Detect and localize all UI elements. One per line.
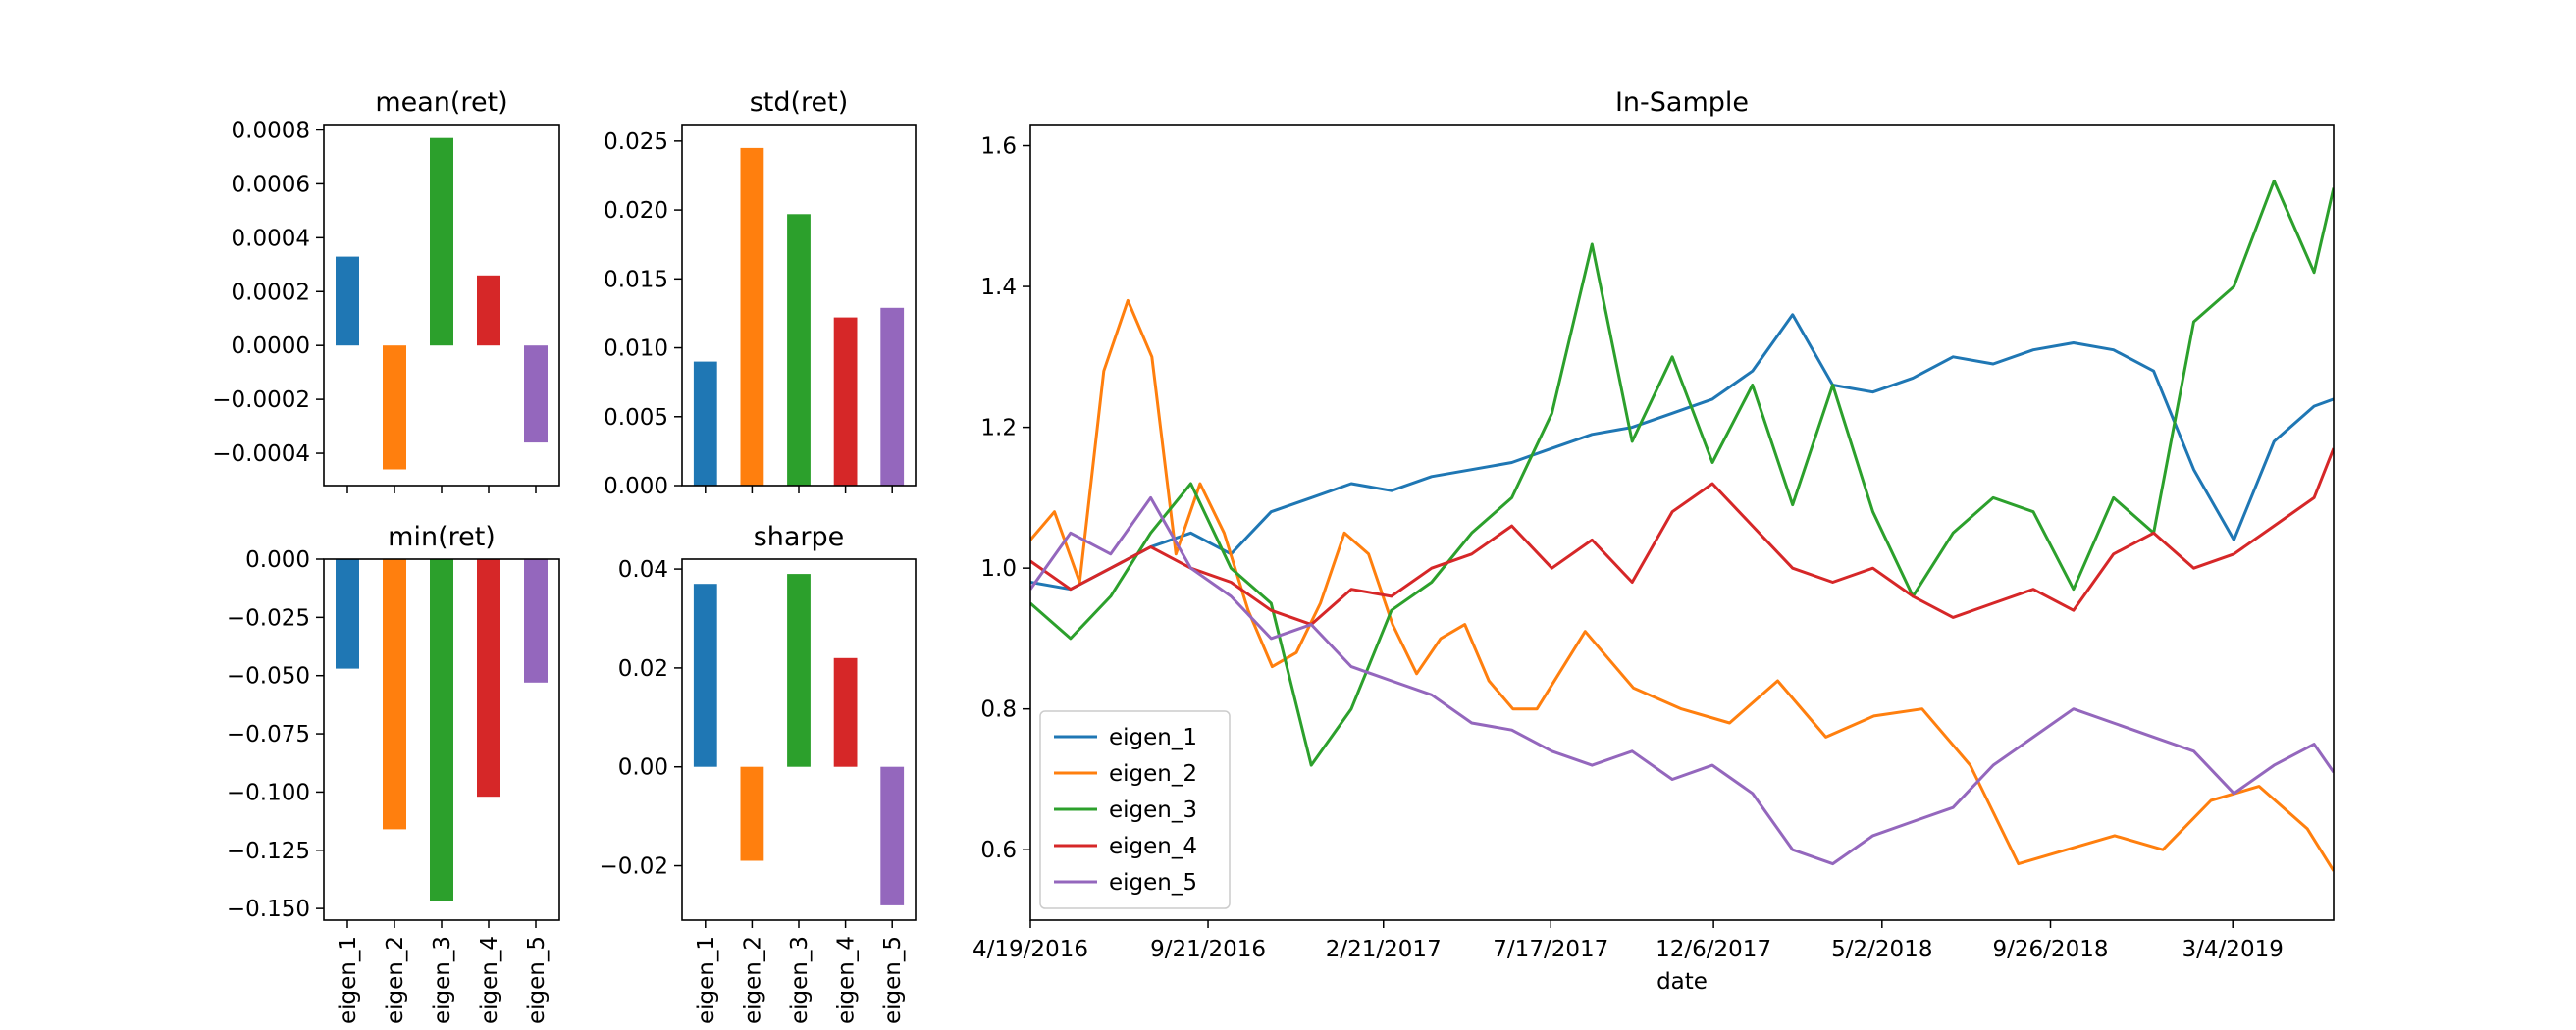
series-line-eigen_2 (1030, 298, 2334, 872)
bar-eigen_4 (833, 657, 858, 767)
y-tick-label: 0.015 (604, 267, 668, 292)
bar-eigen_3 (787, 214, 811, 487)
x-tick-label: 4/19/2016 (973, 937, 1088, 962)
bar-eigen_4 (477, 559, 500, 798)
mean-ret-bar-chart: −0.0004 −0.0002 0.0000 0.0002 0.0004 0.0006 0.… (212, 87, 560, 493)
legend: eigen_1 eigen_2 eigen_3 eigen_4 eigen_5 (1039, 710, 1231, 909)
legend-box (1039, 710, 1231, 909)
y-tick-label: 0.04 (618, 557, 668, 583)
bar-eigen_5 (524, 345, 548, 443)
chart-title: min(ret) (388, 522, 496, 552)
y-tick-label: 0.005 (604, 405, 668, 431)
legend-label: eigen_5 (1109, 870, 1197, 896)
x-tick-label: eigen_5 (880, 936, 906, 1024)
chart-title: sharpe (754, 522, 845, 552)
plot-frame (1029, 124, 2335, 921)
bar-eigen_1 (693, 584, 717, 767)
in-sample-line-chart: 0.6 0.8 1.0 1.2 1.4 1.6 4/19/2016 9/21/2016 2/21… (973, 87, 2335, 995)
y-tick-label: 0.025 (604, 129, 668, 155)
min-ret-bar-chart: −0.150 −0.125 −0.100 −0.075 −0.050 −0.025 0.00… (227, 522, 560, 1024)
y-tick-label: −0.0002 (212, 387, 310, 413)
x-tick-label: eigen_3 (787, 936, 813, 1024)
x-tick-label: 2/21/2017 (1326, 937, 1442, 962)
bar-eigen_2 (383, 345, 406, 470)
bar-eigen_1 (336, 256, 359, 346)
bar-eigen_2 (740, 147, 764, 486)
y-tick-label: 0.0004 (232, 226, 310, 251)
x-tick-label: 9/26/2018 (1993, 937, 2109, 962)
bar-eigen_3 (787, 574, 811, 767)
legend-label: eigen_3 (1109, 798, 1197, 823)
sharpe-bar-chart: −0.02 0.00 0.02 0.04 eigen_1 eigen_2 eigen_3 ei… (600, 522, 917, 1024)
y-tick-label: 0.00 (618, 755, 668, 781)
legend-label: eigen_1 (1109, 725, 1197, 750)
bar-eigen_4 (833, 317, 858, 486)
y-tick-label: 0.0002 (232, 280, 310, 305)
x-tick-label: eigen_1 (694, 936, 719, 1024)
y-tick-label: −0.02 (600, 854, 668, 880)
x-tick-label: eigen_4 (477, 936, 502, 1024)
y-tick-label: 1.2 (980, 416, 1017, 441)
x-axis-label: date (1656, 969, 1708, 995)
series-line-eigen_4 (1030, 447, 2334, 627)
y-tick-label: −0.150 (227, 897, 310, 922)
x-tick-label: eigen_5 (524, 936, 550, 1024)
series-line-eigen_5 (1030, 495, 2334, 866)
series-line-eigen_1 (1030, 313, 2334, 592)
y-tick-label: 0.8 (980, 697, 1017, 723)
bar-eigen_4 (477, 275, 500, 346)
y-tick-label: −0.075 (227, 722, 310, 747)
bar-eigen_3 (430, 559, 453, 901)
y-tick-label: 1.4 (980, 275, 1017, 300)
x-tick-label: eigen_1 (336, 936, 361, 1024)
y-tick-label: 0.0006 (232, 172, 310, 197)
bar-eigen_3 (430, 137, 453, 346)
x-tick-label: 3/4/2019 (2182, 937, 2284, 962)
x-tick-label: eigen_2 (740, 936, 765, 1024)
legend-label: eigen_4 (1109, 834, 1197, 859)
x-tick-label: 12/6/2017 (1656, 937, 1771, 962)
std-ret-bar-chart: 0.000 0.005 0.010 0.015 0.020 0.025 std(ret) (604, 87, 917, 499)
y-tick-label: 0.6 (980, 838, 1017, 863)
x-tick-label: 9/21/2016 (1150, 937, 1266, 962)
y-tick-label: 0.010 (604, 336, 668, 362)
bar-eigen_1 (693, 361, 717, 486)
y-tick-label: 1.6 (980, 134, 1017, 160)
y-tick-label: 0.000 (245, 547, 310, 573)
y-tick-label: −0.100 (227, 780, 310, 805)
legend-label: eigen_2 (1109, 761, 1197, 787)
y-tick-label: 0.0008 (232, 118, 310, 143)
y-tick-label: −0.0004 (212, 441, 310, 467)
y-tick-label: 0.000 (604, 474, 668, 499)
x-tick-label: 5/2/2018 (1831, 937, 1932, 962)
y-tick-label: −0.125 (227, 839, 310, 864)
y-tick-label: −0.050 (227, 664, 310, 690)
bar-eigen_2 (383, 559, 406, 830)
y-tick-label: −0.025 (227, 605, 310, 631)
bar-eigen_2 (740, 766, 764, 861)
bar-eigen_1 (336, 559, 359, 669)
chart-title: In-Sample (1615, 87, 1749, 118)
y-tick-label: 0.02 (618, 656, 668, 682)
y-tick-label: 0.0000 (232, 334, 310, 359)
y-tick-label: 1.0 (980, 556, 1017, 582)
bar-eigen_5 (524, 559, 548, 683)
x-tick-label: eigen_4 (834, 936, 860, 1024)
x-tick-label: eigen_2 (383, 936, 408, 1024)
chart-title: std(ret) (750, 87, 849, 118)
chart-title: mean(ret) (375, 87, 507, 118)
x-tick-label: 7/17/2017 (1493, 937, 1608, 962)
series-line-eigen_3 (1030, 179, 2334, 767)
bar-eigen_5 (880, 766, 905, 905)
bar-eigen_5 (880, 307, 905, 486)
y-tick-label: 0.020 (604, 198, 668, 224)
x-tick-label: eigen_3 (430, 936, 455, 1024)
